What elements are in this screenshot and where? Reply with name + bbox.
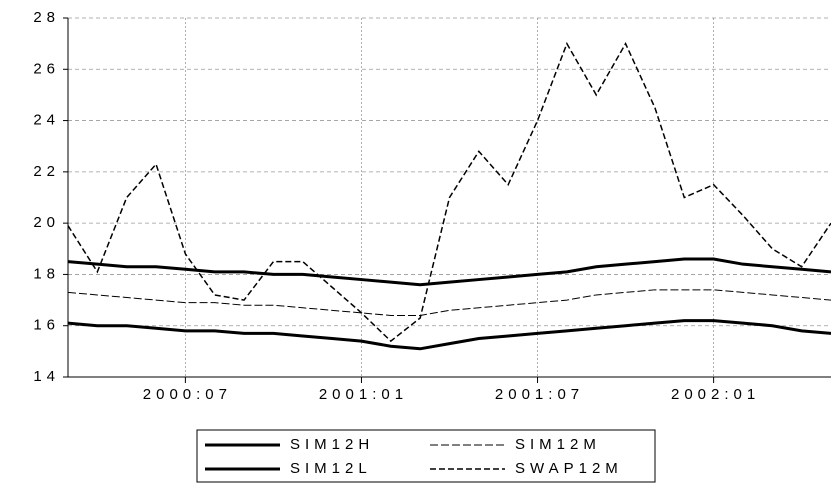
y-tick-label: 18 — [33, 265, 60, 282]
y-tick-label: 22 — [33, 163, 60, 180]
y-tick-label: 14 — [33, 368, 60, 385]
series-line — [67, 319, 831, 351]
x-tick-label: 2001:07 — [495, 386, 584, 403]
y-tick-label: 26 — [33, 60, 60, 77]
x-tick-label: 2002:01 — [671, 386, 760, 403]
y-tick-label: 28 — [33, 9, 60, 26]
y-tick-label: 20 — [33, 214, 60, 231]
x-tick-label: 2001:01 — [319, 386, 408, 403]
x-tick-label: 2000:07 — [143, 386, 232, 403]
y-tick-label: 16 — [33, 317, 60, 334]
legend-label: SIM12M — [515, 436, 601, 453]
y-tick-label: 24 — [33, 112, 60, 129]
legend-box — [196, 429, 656, 483]
series-line — [67, 41, 831, 343]
legend-label: SWAP12M — [515, 460, 623, 477]
legend-label: SIM12L — [290, 460, 372, 477]
series-line — [67, 257, 831, 287]
series-line — [67, 289, 831, 316]
legend-label: SIM12H — [290, 436, 374, 453]
